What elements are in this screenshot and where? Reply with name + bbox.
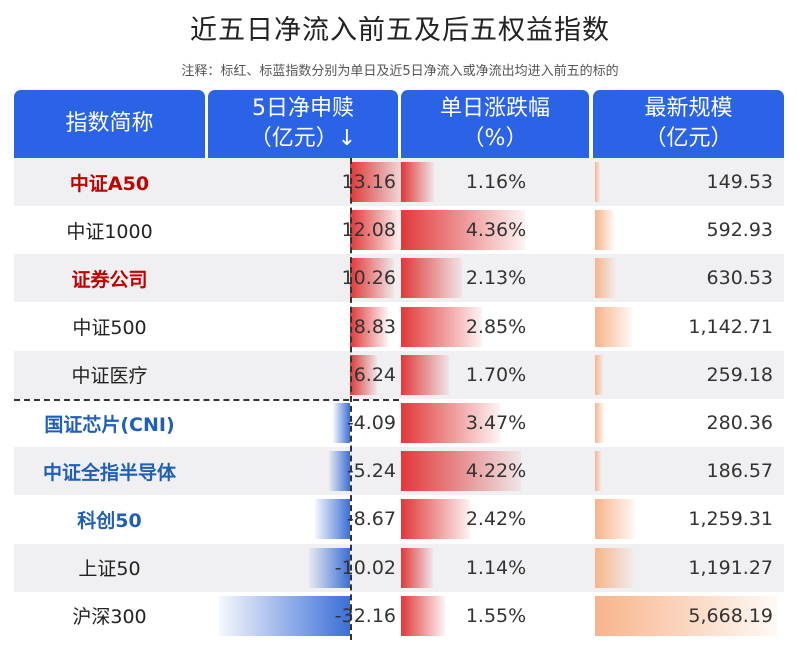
size-value: 630.53	[706, 267, 773, 290]
size-bar	[595, 162, 600, 202]
change-value: 4.36%	[465, 219, 527, 242]
header-change-line2: （%）	[462, 126, 528, 151]
change-value: 2.42%	[465, 508, 527, 531]
index-name: 中证A50	[69, 172, 150, 195]
flow-value: 12.08	[341, 219, 396, 242]
change-bar	[401, 306, 483, 347]
size-value: 186.57	[706, 460, 773, 483]
header-size-line2: （亿元）	[644, 126, 733, 151]
size-bar	[595, 403, 604, 443]
change-value: 4.22%	[465, 460, 527, 483]
flow-bar	[309, 547, 350, 588]
size-bar	[595, 499, 636, 540]
flow-bar	[328, 451, 350, 492]
header-size[interactable]: 最新规模 （亿元）	[593, 90, 784, 158]
size-bar	[595, 547, 634, 588]
index-name: 中证500	[72, 317, 147, 340]
flow-bar	[350, 354, 377, 395]
size-value: 259.18	[706, 363, 773, 386]
change-bar	[401, 451, 522, 492]
flow-bar	[350, 210, 402, 251]
flow-bar	[314, 499, 350, 540]
table-row[interactable]: 上证50 -10.02 1.14% 1,191.27	[14, 543, 784, 592]
header-flow[interactable]: 5日净申赎 （亿元）↓	[208, 90, 398, 158]
flow-value: -10.02	[334, 556, 396, 579]
size-value: 280.36	[706, 412, 773, 434]
size-bar	[595, 210, 615, 251]
index-name: 中证全指半导体	[42, 461, 176, 484]
flow-bar	[333, 403, 350, 443]
size-value: 1,191.27	[688, 556, 773, 579]
change-bar	[401, 595, 446, 636]
header-size-line1: 最新规模	[644, 96, 733, 121]
header-name[interactable]: 指数简称	[14, 90, 205, 158]
table-row[interactable]: 中证500 8.83 2.85% 1,142.71	[14, 303, 784, 351]
table-row[interactable]: 科创50 -8.67 2.42% 1,259.31	[14, 495, 784, 543]
size-bar	[595, 306, 632, 347]
change-value: 1.14%	[465, 556, 527, 579]
size-value: 1,259.31	[688, 508, 773, 531]
table-row[interactable]: 中证医疗 6.24 1.70% 259.18	[14, 350, 784, 399]
flow-bar	[350, 258, 394, 299]
size-value: 5,668.19	[688, 604, 773, 627]
index-name: 科创50	[77, 509, 142, 532]
change-bar	[401, 162, 434, 202]
header-flow-line2: （亿元）↓	[249, 126, 357, 151]
change-value: 3.47%	[465, 412, 527, 434]
index-name: 中证1000	[66, 220, 153, 243]
index-name: 沪深300	[72, 606, 147, 629]
size-bar	[595, 595, 777, 636]
index-name: 上证50	[78, 558, 141, 581]
flow-value: 13.16	[341, 171, 396, 193]
size-bar	[595, 451, 601, 492]
table-row[interactable]: 中证1000 12.08 4.36% 592.93	[14, 206, 784, 254]
change-bar	[401, 499, 470, 540]
table-row[interactable]: 证券公司 10.26 2.13% 630.53	[14, 254, 784, 303]
flow-value: 10.26	[341, 267, 396, 290]
change-bar	[401, 210, 525, 251]
table-row[interactable]: 中证A50 13.16 1.16% 149.53	[14, 158, 784, 206]
flow-bar	[350, 306, 388, 347]
table-row[interactable]: 国证芯片(CNI) -4.09 3.47% 280.36	[14, 399, 784, 447]
header-change-line1: 单日涨跌幅	[439, 96, 550, 121]
size-value: 149.53	[706, 171, 773, 193]
chart-note: 注释：标红、标蓝指数分别为单日及近5日净流入或净流出均进入前五的标的	[181, 64, 619, 79]
change-bar	[401, 403, 500, 443]
flow-bar	[219, 595, 350, 636]
size-value: 1,142.71	[688, 315, 773, 338]
size-bar	[595, 354, 604, 395]
chart-title: 近五日净流入前五及后五权益指数	[190, 15, 610, 46]
index-name: 中证医疗	[71, 365, 148, 388]
table-row[interactable]: 沪深300 -32.16 1.55% 5,668.19	[14, 592, 784, 640]
change-value: 1.55%	[465, 604, 527, 627]
flow-value: -8.67	[346, 508, 396, 531]
index-name: 国证芯片(CNI)	[44, 413, 175, 436]
header-flow-line1: 5日净申赎	[252, 96, 354, 121]
change-value: 2.85%	[465, 315, 527, 338]
change-value: 1.16%	[465, 171, 527, 193]
size-bar	[595, 258, 616, 299]
change-bar	[401, 547, 434, 588]
flow-value: -32.16	[334, 604, 396, 627]
index-name: 证券公司	[71, 268, 148, 291]
flow-value: -4.09	[346, 412, 396, 434]
top-bottom-divider	[14, 399, 399, 401]
flow-value: -5.24	[346, 460, 396, 483]
flow-value: 6.24	[353, 363, 396, 386]
table-row[interactable]: 中证全指半导体 -5.24 4.22% 186.57	[14, 447, 784, 496]
change-value: 2.13%	[465, 267, 527, 290]
header-change[interactable]: 单日涨跌幅 （%）	[401, 90, 589, 158]
change-bar	[401, 258, 462, 299]
flow-value: 8.83	[353, 315, 396, 338]
flow-bar	[350, 162, 406, 202]
change-value: 1.70%	[465, 363, 527, 386]
size-value: 592.93	[706, 219, 773, 242]
change-bar	[401, 354, 450, 395]
header-name-label: 指数简称	[65, 111, 154, 136]
